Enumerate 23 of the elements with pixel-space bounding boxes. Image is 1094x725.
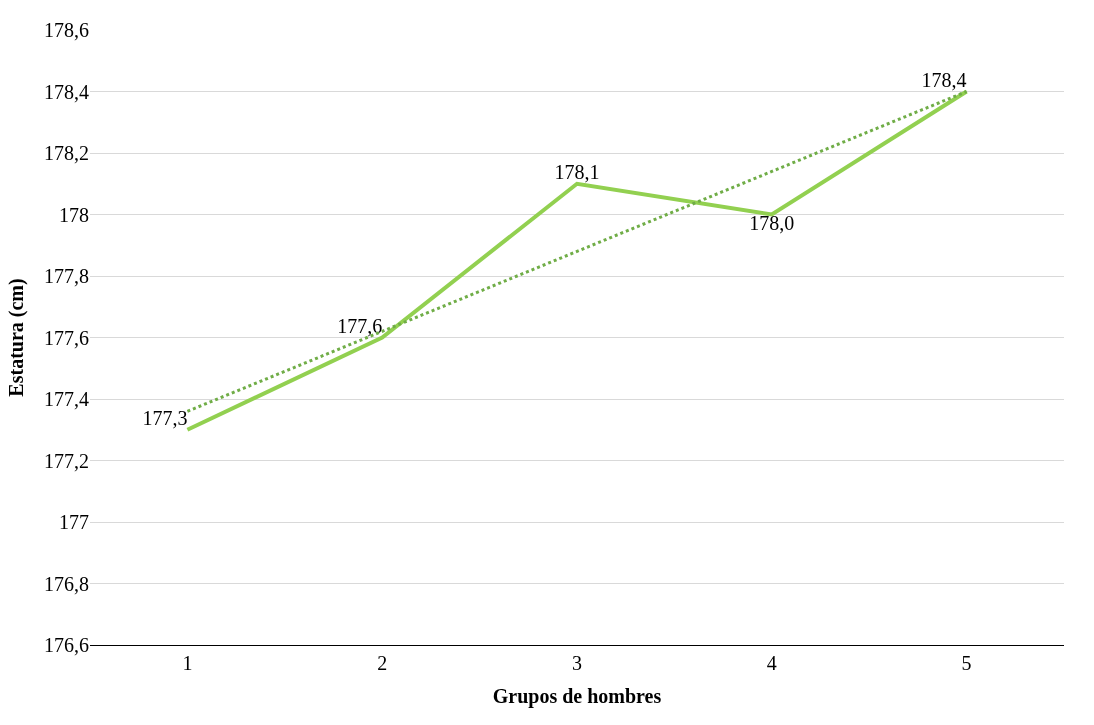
y-tick-label: 176,8 (44, 572, 89, 595)
y-tick-label: 176,6 (44, 634, 89, 656)
y-tick-label: 178,4 (44, 80, 89, 103)
y-tick-label: 177,6 (44, 326, 89, 349)
x-tick-label: 5 (961, 652, 972, 674)
y-tick-label: 177 (59, 511, 89, 533)
data-label: 178,4 (921, 68, 967, 91)
data-label: 178,0 (749, 211, 795, 234)
y-tick-label: 178 (59, 203, 89, 226)
x-tick-label: 4 (766, 652, 777, 674)
y-axis-title: Estatura (cm) (4, 278, 28, 397)
y-tick-label: 177,8 (44, 265, 89, 287)
y-tick-label: 177,4 (44, 388, 89, 410)
x-tick-label: 2 (377, 652, 388, 674)
data-label: 177,3 (142, 406, 188, 429)
x-tick-label: 1 (182, 652, 193, 674)
y-tick-label: 177,2 (44, 449, 89, 472)
data-label: 177,6 (337, 314, 383, 337)
x-axis-title: Grupos de hombres (492, 684, 662, 708)
y-tick-label: 178,2 (44, 142, 89, 164)
y-tick-label: 178,6 (44, 19, 89, 41)
data-label: 178,1 (554, 160, 600, 183)
x-tick-label: 3 (572, 652, 582, 674)
